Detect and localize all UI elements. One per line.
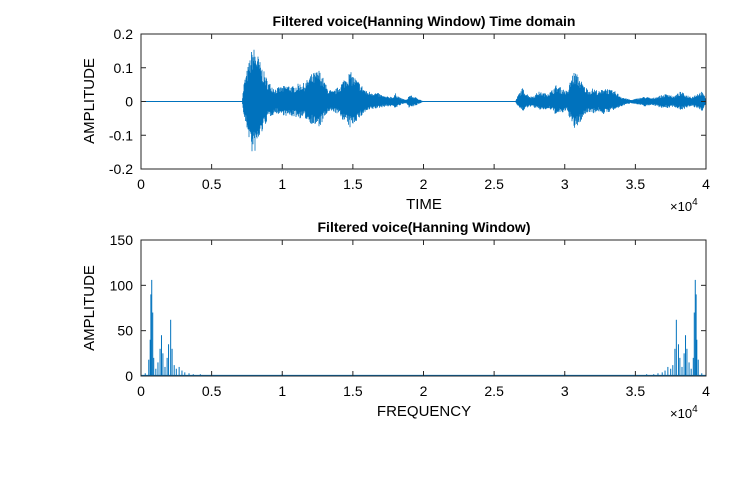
time-plot-ytick-label: -0.1 bbox=[109, 127, 133, 143]
time-plot-ytick-label: 0 bbox=[125, 94, 133, 110]
freq-plot-xtick-label: 2.5 bbox=[484, 383, 504, 399]
time-plot-ytick-label: 0.2 bbox=[114, 26, 134, 42]
time-plot-waveform bbox=[141, 49, 707, 152]
freq-plot-xtick-label: 1.5 bbox=[343, 383, 363, 399]
time-plot-ylabel: AMPLITUDE bbox=[81, 58, 98, 144]
freq-plot-ytick-label: 0 bbox=[125, 368, 133, 384]
time-plot-signal-line bbox=[242, 49, 707, 152]
freq-plot-ytick-label: 150 bbox=[110, 232, 134, 248]
freq-plot-xticks: 0 0.5 1 1.5 2 2.5 3 3.5 4 bbox=[137, 240, 710, 399]
freq-plot-xtick-label: 0 bbox=[137, 383, 145, 399]
time-plot-yticks: 0.2 0.1 0 -0.1 -0.2 bbox=[109, 26, 706, 177]
time-plot-x-exponent: ×104 bbox=[670, 197, 698, 214]
time-plot-xtick-label: 2 bbox=[420, 176, 428, 192]
time-plot-xticks: 0 0.5 1 1.5 2 2.5 3 3.5 4 bbox=[137, 34, 710, 192]
time-plot-ytick-label: -0.2 bbox=[109, 161, 133, 177]
freq-plot-xtick-label: 2 bbox=[420, 383, 428, 399]
freq-plot-xtick-label: 3.5 bbox=[626, 383, 646, 399]
freq-plot-axes-box bbox=[140, 239, 707, 377]
time-plot-xtick-label: 0 bbox=[137, 176, 145, 192]
freq-plot-exponent-power: 4 bbox=[692, 404, 698, 415]
time-domain-plot: Filtered voice(Hanning Window) Time doma… bbox=[81, 13, 710, 214]
time-plot-ytick-label: 0.1 bbox=[114, 60, 134, 76]
time-plot-xlabel: TIME bbox=[406, 196, 442, 213]
time-plot-xtick-label: 1 bbox=[278, 176, 286, 192]
time-plot-exponent-base: ×10 bbox=[670, 199, 692, 214]
freq-plot-xtick-label: 1 bbox=[278, 383, 286, 399]
freq-plot-xtick-label: 4 bbox=[702, 383, 710, 399]
time-plot-exponent-power: 4 bbox=[692, 197, 698, 208]
time-plot-xtick-label: 0.5 bbox=[202, 176, 222, 192]
time-plot-xtick-label: 3.5 bbox=[626, 176, 646, 192]
freq-plot-xtick-label: 0.5 bbox=[202, 383, 222, 399]
freq-plot-ytick-label: 50 bbox=[117, 323, 133, 339]
freq-plot-xtick-label: 3 bbox=[561, 383, 569, 399]
freq-plot-yticks: 150 100 50 0 bbox=[110, 232, 706, 384]
freq-plot-x-exponent: ×104 bbox=[670, 404, 698, 421]
frequency-domain-plot: Filtered voice(Hanning Window) 0 0.5 1 1.5 2… bbox=[81, 219, 710, 421]
freq-plot-title: Filtered voice(Hanning Window) bbox=[318, 219, 531, 235]
freq-plot-spectrum bbox=[141, 279, 706, 377]
time-plot-xtick-label: 3 bbox=[561, 176, 569, 192]
freq-plot-xlabel: FREQUENCY bbox=[377, 403, 471, 420]
time-plot-xtick-label: 1.5 bbox=[343, 176, 363, 192]
freq-plot-ytick-label: 100 bbox=[110, 277, 134, 293]
time-plot-xtick-label: 2.5 bbox=[484, 176, 504, 192]
time-plot-xtick-label: 4 bbox=[702, 176, 710, 192]
freq-plot-ylabel: AMPLITUDE bbox=[81, 265, 98, 351]
time-plot-title: Filtered voice(Hanning Window) Time doma… bbox=[273, 13, 576, 29]
freq-plot-exponent-base: ×10 bbox=[670, 406, 692, 421]
